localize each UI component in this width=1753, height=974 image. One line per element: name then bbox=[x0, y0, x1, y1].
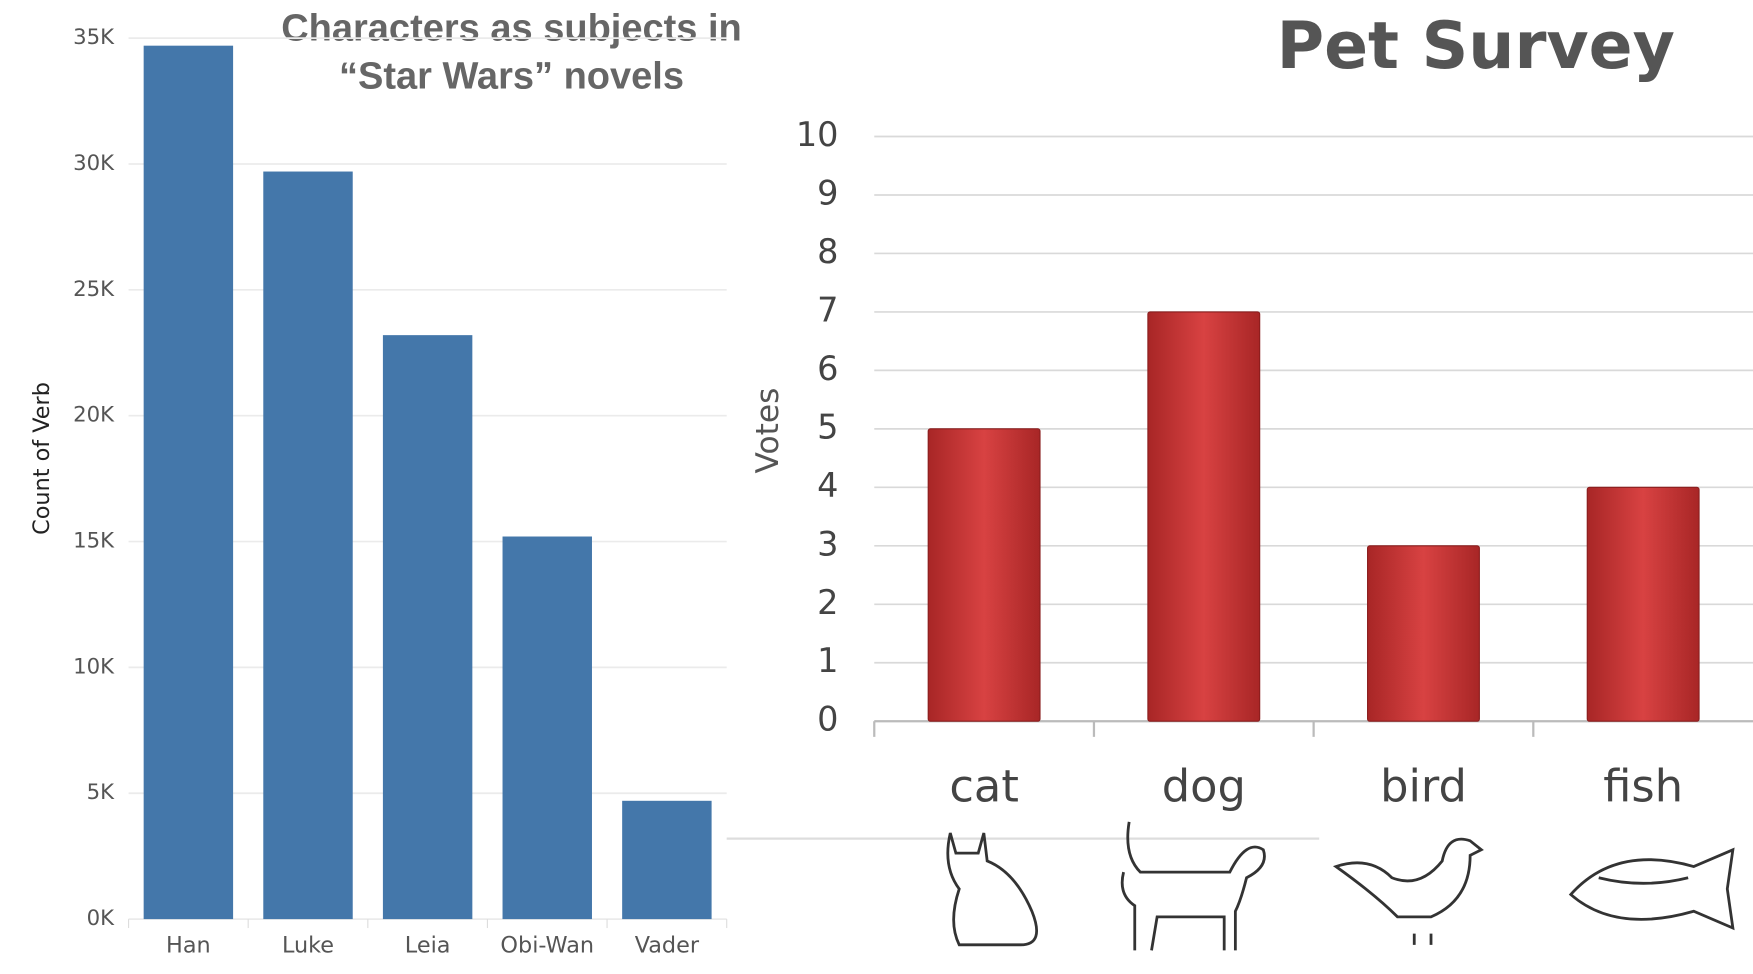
bar bbox=[502, 536, 592, 920]
chart-star-wars: Characters as subjects in “Star Wars” no… bbox=[29, 6, 742, 959]
chart-pet-survey: Pet Survey Votes 0 1 2 3 4 5 6 7 8 9 10 cat dog bird f… bbox=[726, 9, 1753, 951]
y-axis-label: Count of Verb bbox=[29, 382, 55, 535]
y-tick-label: 30K bbox=[73, 151, 115, 176]
y-tick-label: 10 bbox=[796, 115, 839, 154]
x-tick-label: fish bbox=[1603, 759, 1683, 812]
y-axis-label: Votes bbox=[750, 388, 786, 474]
x-tick-label: Han bbox=[166, 932, 211, 958]
bar bbox=[382, 335, 473, 920]
y-tick-label: 5K bbox=[87, 780, 116, 805]
chart-title: Characters as subjects in “Star Wars” no… bbox=[281, 6, 742, 98]
y-tick-label: 20K bbox=[73, 403, 115, 428]
dog-icon bbox=[1120, 821, 1266, 951]
bird-icon bbox=[1332, 837, 1484, 945]
bar bbox=[622, 800, 712, 920]
x-tick-label: Leia bbox=[405, 932, 451, 958]
y-tick-label: 25K bbox=[73, 277, 115, 302]
y-tick-label: 8 bbox=[817, 232, 838, 271]
x-tick-label: Vader bbox=[635, 932, 700, 958]
bar bbox=[143, 45, 234, 920]
y-tick-label: 0 bbox=[817, 700, 838, 739]
fish-icon bbox=[1568, 847, 1735, 931]
x-tick-label: Obi-Wan bbox=[500, 932, 594, 958]
x-tick-label: cat bbox=[949, 759, 1019, 812]
y-tick-label: 1 bbox=[817, 641, 838, 680]
x-tick-label: dog bbox=[1162, 759, 1246, 812]
y-tick-label: 0K bbox=[87, 906, 116, 931]
y-tick-label: 35K bbox=[73, 25, 115, 50]
y-tick-label: 15K bbox=[73, 529, 115, 554]
y-tick-label: 4 bbox=[817, 466, 838, 505]
y-tick-label: 3 bbox=[817, 524, 838, 563]
y-tick-label: 6 bbox=[817, 349, 838, 388]
x-tick-label: Luke bbox=[282, 932, 334, 958]
bar bbox=[1147, 311, 1261, 722]
x-tick-label: bird bbox=[1380, 759, 1467, 812]
y-tick-label: 2 bbox=[817, 583, 838, 622]
y-tick-label: 5 bbox=[817, 407, 838, 446]
chart-title: Pet Survey bbox=[1277, 9, 1675, 84]
y-tick-label: 7 bbox=[817, 290, 838, 329]
bar bbox=[263, 171, 353, 920]
cat-icon bbox=[946, 832, 1039, 947]
bar bbox=[927, 428, 1041, 722]
y-tick-label: 9 bbox=[817, 173, 838, 212]
title-box: Characters as subjects in “Star Wars” no… bbox=[281, 6, 742, 98]
bar bbox=[1367, 545, 1480, 722]
y-tick-label: 10K bbox=[73, 654, 115, 679]
bar bbox=[1586, 486, 1700, 722]
